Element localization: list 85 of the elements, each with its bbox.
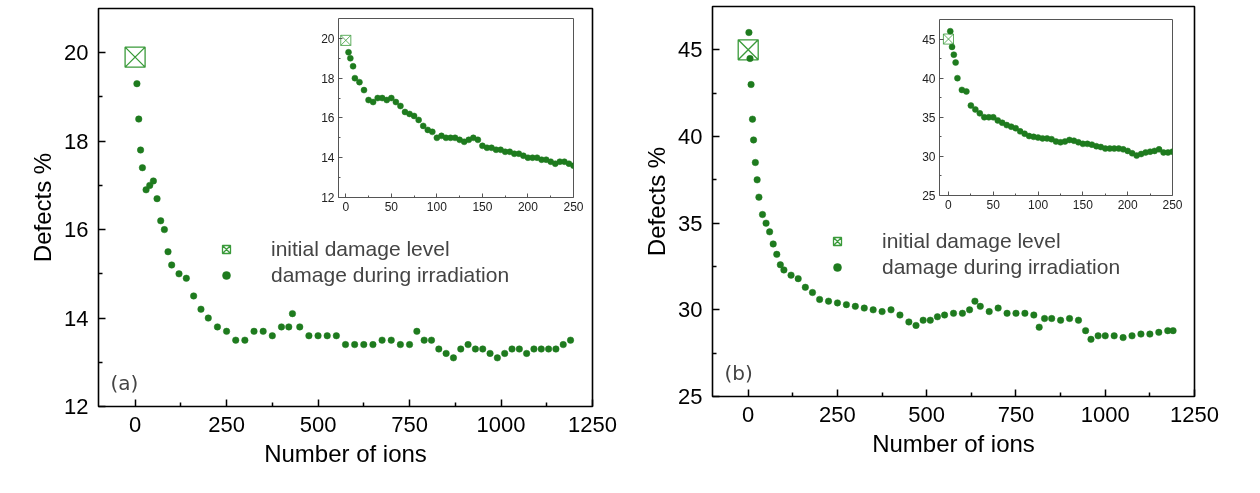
- y-tick-label: 45: [678, 37, 703, 63]
- legend-label: initial damage level: [271, 237, 450, 261]
- x-tick-label: 0: [945, 197, 953, 212]
- x-tick-label: 100: [1028, 197, 1049, 212]
- y-tick-label: 30: [922, 149, 936, 164]
- y-tick-label: 25: [678, 384, 703, 409]
- y-tick-label: 18: [321, 71, 335, 86]
- y-tick-label: 20: [321, 31, 335, 46]
- point: [410, 112, 418, 120]
- y-tick-label: 45: [922, 32, 936, 47]
- x-tick-label: 500: [299, 411, 337, 437]
- y-tick-label: 20: [64, 40, 89, 66]
- x-tick-label: 150: [472, 199, 493, 214]
- x-tick-label: 1250: [568, 411, 617, 437]
- x-tick-label: 750: [391, 411, 428, 437]
- y-tick-label: 18: [64, 128, 89, 154]
- y-tick-label: 12: [321, 191, 335, 205]
- point: [976, 110, 984, 117]
- point: [950, 51, 958, 58]
- x-tick-label: 0: [742, 401, 755, 427]
- x-tick-label: 1000: [1080, 401, 1130, 427]
- x-tick-label: 150: [1072, 197, 1094, 212]
- point: [415, 116, 422, 124]
- x-tick-label: 1000: [476, 411, 526, 437]
- y-tick-label: 16: [64, 217, 89, 243]
- point: [1155, 146, 1163, 153]
- point: [474, 136, 482, 144]
- y-tick-label: 35: [678, 210, 703, 236]
- point: [429, 128, 436, 136]
- x-tick-label: 250: [208, 411, 245, 437]
- annotation: (b): [724, 360, 753, 385]
- y-tick-label: 40: [922, 71, 936, 86]
- point: [943, 33, 954, 45]
- point: [972, 106, 979, 113]
- y-tick-label: 40: [678, 124, 703, 149]
- point: [392, 98, 400, 106]
- x-tick-label: 0: [128, 411, 142, 437]
- y-tick-label: 35: [922, 110, 936, 125]
- legend-label: damage during irradiation: [271, 263, 510, 287]
- point: [990, 114, 997, 121]
- y-axis-title: Defects %: [29, 152, 57, 263]
- y-tick-label: 30: [678, 297, 703, 323]
- point: [947, 27, 954, 35]
- y-tick-label: 25: [922, 189, 936, 203]
- point: [954, 74, 961, 82]
- y-tick-label: 16: [321, 111, 335, 126]
- legend-label: damage during irradiation: [882, 255, 1121, 279]
- point: [388, 94, 395, 102]
- x-tick-label: 0: [342, 199, 350, 214]
- point: [345, 49, 352, 56]
- point: [419, 122, 427, 130]
- x-axis-title: Number of ions: [264, 439, 427, 467]
- point: [1016, 128, 1024, 135]
- x-tick-label: 1250: [1170, 401, 1219, 427]
- point: [369, 98, 377, 106]
- point: [397, 102, 404, 110]
- y-axis-title: Defects %: [643, 146, 671, 257]
- x-tick-label: 250: [563, 199, 584, 214]
- point: [1012, 124, 1019, 132]
- x-axis-title: Number of ions: [872, 429, 1035, 457]
- point: [1128, 150, 1136, 157]
- y-tick-label: 14: [321, 151, 335, 166]
- x-tick-label: 200: [1117, 197, 1139, 212]
- y-tick-label: 14: [64, 305, 89, 331]
- point: [360, 86, 368, 94]
- x-tick-label: 250: [1162, 197, 1183, 212]
- point: [356, 78, 363, 86]
- point: [340, 34, 352, 46]
- point: [351, 74, 359, 82]
- x-tick-label: 50: [986, 197, 1001, 212]
- point: [952, 59, 959, 66]
- point: [349, 62, 357, 70]
- x-tick-label: 50: [384, 199, 399, 214]
- x-tick-label: 100: [426, 199, 448, 214]
- annotation: (a): [110, 370, 139, 395]
- x-tick-label: 250: [819, 401, 856, 427]
- legend-label: initial damage level: [882, 229, 1061, 253]
- point: [963, 88, 970, 95]
- x-tick-label: 500: [908, 401, 946, 427]
- x-tick-label: 750: [997, 401, 1035, 427]
- y-tick-label: 12: [64, 394, 89, 419]
- point: [948, 43, 956, 51]
- x-tick-label: 200: [517, 199, 539, 214]
- point: [347, 55, 354, 62]
- point: [967, 102, 975, 109]
